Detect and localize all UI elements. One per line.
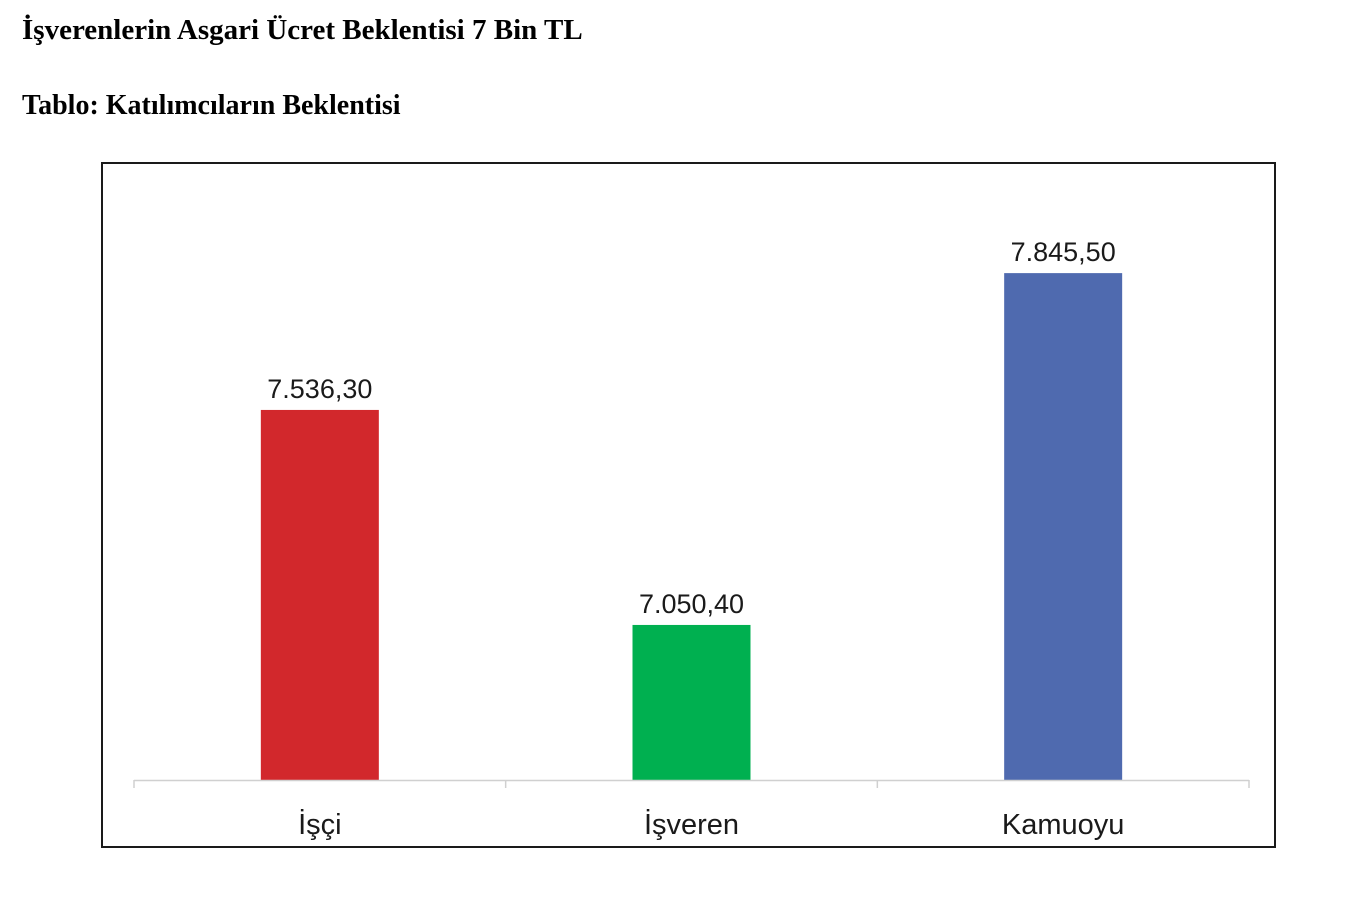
labels-layer: 7.536,30 İşçi 7.050,40 İşveren 7.845,50 Kamuo… <box>267 237 1124 841</box>
bars-layer <box>260 273 1123 780</box>
category-label: İşveren <box>644 808 739 841</box>
bar <box>260 409 379 780</box>
data-label: 7.050,40 <box>639 589 744 619</box>
data-label: 7.536,30 <box>267 374 372 404</box>
chart-frame: 7.536,30 İşçi 7.050,40 İşveren 7.845,50 Kamuo… <box>101 162 1276 848</box>
data-label: 7.845,50 <box>1011 237 1116 267</box>
bar <box>632 624 751 780</box>
x-axis <box>133 779 1250 788</box>
category-label: İşçi <box>298 808 342 841</box>
bar-chart: 7.536,30 İşçi 7.050,40 İşveren 7.845,50 Kamuo… <box>133 237 1250 841</box>
bar <box>1004 273 1123 780</box>
category-label: Kamuoyu <box>1002 809 1125 841</box>
table-caption: Tablo: Katılımcıların Beklentisi <box>22 90 401 121</box>
document-title: İşverenlerin Asgari Ücret Beklentisi 7 B… <box>22 14 583 46</box>
